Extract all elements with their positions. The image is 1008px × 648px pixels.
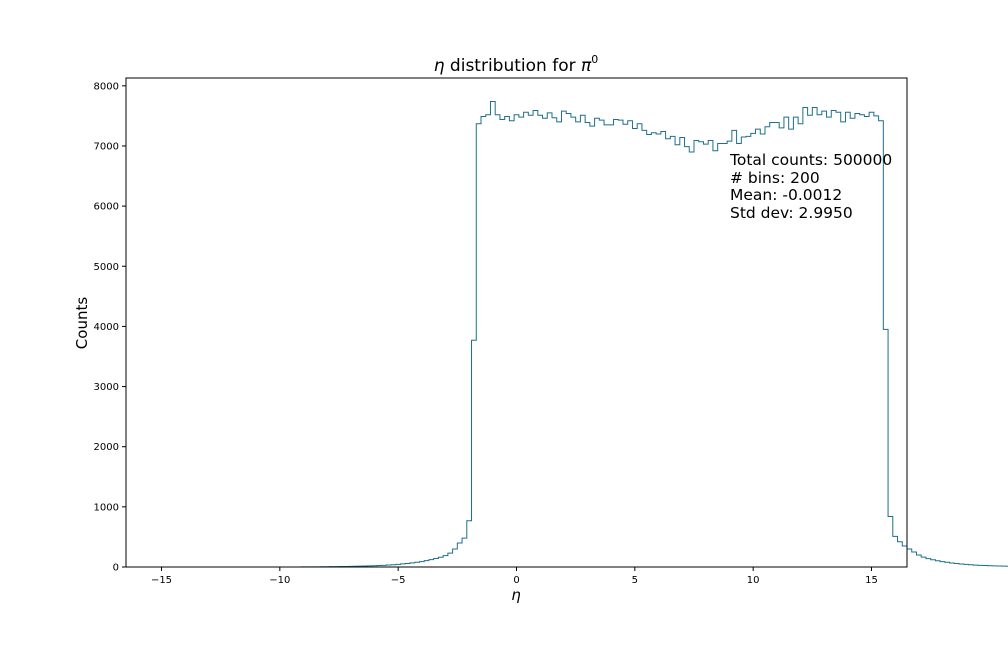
histogram-line xyxy=(300,100,1008,568)
stats-std: Std dev: 2.9950 xyxy=(730,204,853,222)
x-tick-label: −15 xyxy=(151,575,172,586)
x-tick-label: 0 xyxy=(513,575,519,586)
stats-bins: # bins: 200 xyxy=(730,169,820,187)
x-axis-label: η xyxy=(511,586,521,604)
chart-title-eta: η xyxy=(434,56,445,76)
y-tick-label: 3000 xyxy=(94,382,119,393)
x-tick-label: 5 xyxy=(632,575,638,586)
y-axis-ticks: 0 1000 2000 3000 4000 5000 6000 7000 8000 xyxy=(94,81,126,574)
stats-total: Total counts: 500000 xyxy=(729,151,892,169)
x-tick-label: −10 xyxy=(269,575,290,586)
x-tick-label: 10 xyxy=(747,575,760,586)
stats-box: Total counts: 500000 # bins: 200 Mean: -… xyxy=(729,151,892,222)
x-tick-label: 15 xyxy=(865,575,878,586)
chart-title-middle: distribution for xyxy=(445,56,581,76)
stats-mean: Mean: -0.0012 xyxy=(730,186,842,204)
x-tick-label: −5 xyxy=(391,575,406,586)
y-tick-label: 4000 xyxy=(94,322,119,333)
plot-area xyxy=(300,100,1008,568)
y-tick-label: 1000 xyxy=(94,502,119,513)
y-tick-label: 2000 xyxy=(94,442,119,453)
chart-title: η distribution for π0 xyxy=(434,53,599,76)
y-tick-label: 0 xyxy=(113,563,119,574)
y-axis-label: Counts xyxy=(73,297,91,350)
x-axis-ticks: −15 −10 −5 0 5 10 15 xyxy=(151,567,878,586)
y-tick-label: 6000 xyxy=(94,202,119,213)
y-tick-label: 5000 xyxy=(94,262,119,273)
chart-title-pi: π xyxy=(581,56,592,76)
y-tick-label: 7000 xyxy=(94,141,119,152)
chart-title-superscript: 0 xyxy=(591,53,598,66)
y-tick-label: 8000 xyxy=(94,81,119,92)
